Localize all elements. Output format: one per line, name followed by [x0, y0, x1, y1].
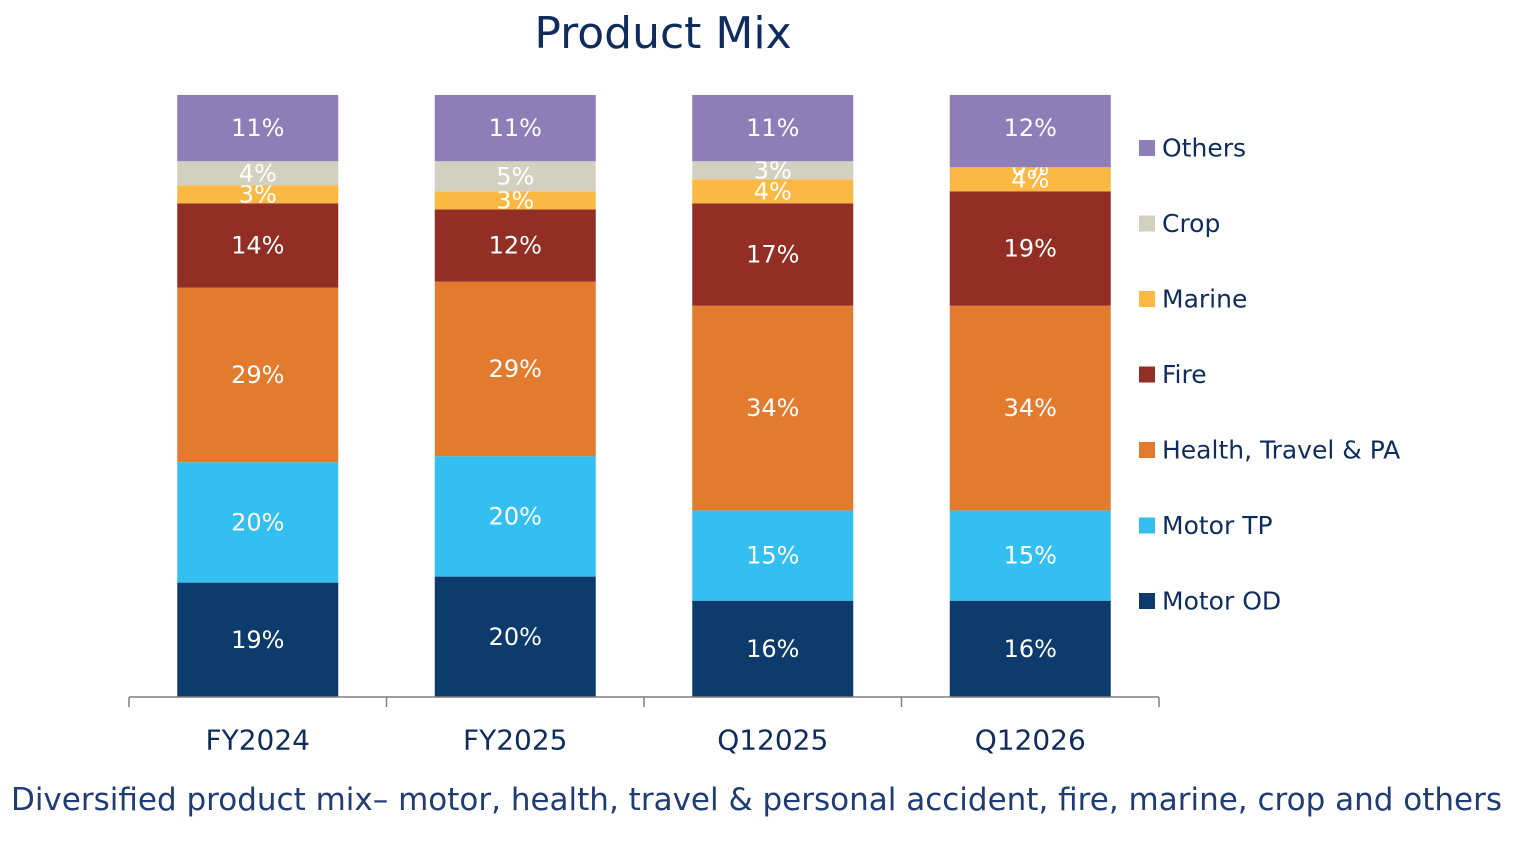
bar-fy2024-others [177, 95, 339, 162]
bar-q12025-health-travel-pa [692, 305, 854, 511]
data-label-fy2024-health-travel-pa: 29% [231, 361, 284, 389]
legend-swatch-health-travel-pa [1139, 442, 1155, 458]
bars-group: 19%20%29%14%3%4%11%20%20%29%12%3%5%11%16… [177, 95, 1111, 697]
bar-q12026-health-travel-pa [949, 305, 1111, 511]
bar-fy2024-motor-od [177, 582, 339, 697]
data-label-q12026-motor-od: 16% [1004, 635, 1057, 663]
bar-q12026-motor-od [949, 600, 1111, 697]
x-tick-label-fy2024: FY2024 [206, 724, 310, 757]
bar-fy2025-health-travel-pa [434, 281, 596, 457]
bar-q12026-marine [949, 167, 1111, 192]
data-label-q12026-health-travel-pa: 34% [1004, 394, 1057, 422]
data-label-fy2025-health-travel-pa: 29% [489, 355, 542, 383]
legend-label-others: Others [1162, 134, 1246, 163]
bar-fy2024-marine [177, 185, 339, 204]
legend-swatch-others [1139, 140, 1155, 156]
data-label-q12025-motor-tp: 15% [746, 542, 799, 570]
bar-fy2024-motor-tp [177, 462, 339, 583]
bar-fy2025-motor-od [434, 576, 596, 697]
bar-q12025-fire [692, 203, 854, 306]
data-label-q12025-marine: 4% [754, 177, 792, 205]
bar-q12026-fire [949, 191, 1111, 306]
data-label-fy2024-motor-tp: 20% [231, 508, 284, 536]
data-label-q12026-motor-tp: 15% [1004, 542, 1057, 570]
legend-label-motor-tp: Motor TP [1162, 511, 1273, 540]
bar-q12025-crop [692, 161, 854, 180]
bar-q12025-motor-tp [692, 510, 854, 601]
bar-fy2025-crop [434, 161, 596, 192]
data-label-fy2024-others: 11% [231, 114, 284, 142]
x-tick-label-q12026: Q12026 [975, 724, 1086, 757]
x-tick-label-fy2025: FY2025 [463, 724, 567, 757]
bar-fy2024-health-travel-pa [177, 287, 339, 463]
legend-label-crop: Crop [1162, 209, 1220, 238]
chart-title: Product Mix [534, 8, 792, 59]
bar-fy2025-marine [434, 191, 596, 210]
bar-fy2025-motor-tp [434, 456, 596, 577]
legend-label-fire: Fire [1162, 360, 1207, 389]
bar-fy2024-fire [177, 203, 339, 288]
data-label-fy2024-crop: 4% [239, 159, 277, 187]
bar-q12025-others [692, 95, 854, 162]
legend-label-health-travel-pa: Health, Travel & PA [1162, 436, 1400, 465]
legend-label-marine: Marine [1162, 285, 1247, 314]
bar-fy2025-fire [434, 209, 596, 282]
bar-fy2025-others [434, 95, 596, 162]
x-tick-label-q12025: Q12025 [717, 724, 828, 757]
legend-label-motor-od: Motor OD [1162, 587, 1281, 616]
legend-swatch-marine [1139, 291, 1155, 307]
bar-q12025-motor-od [692, 600, 854, 697]
chart-caption: Diversified product mix– motor, health, … [10, 782, 1503, 818]
data-label-fy2024-fire: 14% [231, 232, 284, 260]
data-label-q12025-health-travel-pa: 34% [746, 394, 799, 422]
data-label-fy2025-motor-tp: 20% [489, 502, 542, 530]
data-label-fy2025-motor-od: 20% [489, 623, 542, 651]
legend-swatch-crop [1139, 215, 1155, 232]
stacked-bar-chart: 19%20%29%14%3%4%11%20%20%29%12%3%5%11%16… [128, 95, 1400, 757]
legend-swatch-fire [1139, 366, 1155, 383]
data-label-fy2024-motor-od: 19% [231, 626, 284, 654]
x-axis: FY2024 FY2025 Q12025 Q12026 [128, 696, 1160, 757]
data-label-q12026-marine: 4% [1011, 165, 1049, 193]
legend-swatch-motor-od [1139, 593, 1155, 609]
bar-q12025-marine [692, 179, 854, 204]
legend-swatch-motor-tp [1139, 517, 1155, 534]
data-label-fy2025-crop: 5% [496, 162, 534, 190]
data-label-fy2025-others: 11% [489, 114, 542, 142]
bar-fy2024-crop [177, 161, 339, 186]
legend: Others Crop Marine Fire Health, Travel & PA M… [1139, 134, 1400, 616]
bar-q12026-motor-tp [949, 510, 1111, 601]
data-label-q12025-motor-od: 16% [746, 635, 799, 663]
data-label-q12025-fire: 17% [746, 241, 799, 269]
data-label-fy2025-fire: 12% [489, 232, 542, 260]
data-label-q12026-fire: 19% [1004, 235, 1057, 263]
data-label-q12025-others: 11% [746, 114, 799, 142]
bar-q12026-others [949, 95, 1111, 168]
data-label-q12026-others: 12% [1004, 114, 1057, 142]
